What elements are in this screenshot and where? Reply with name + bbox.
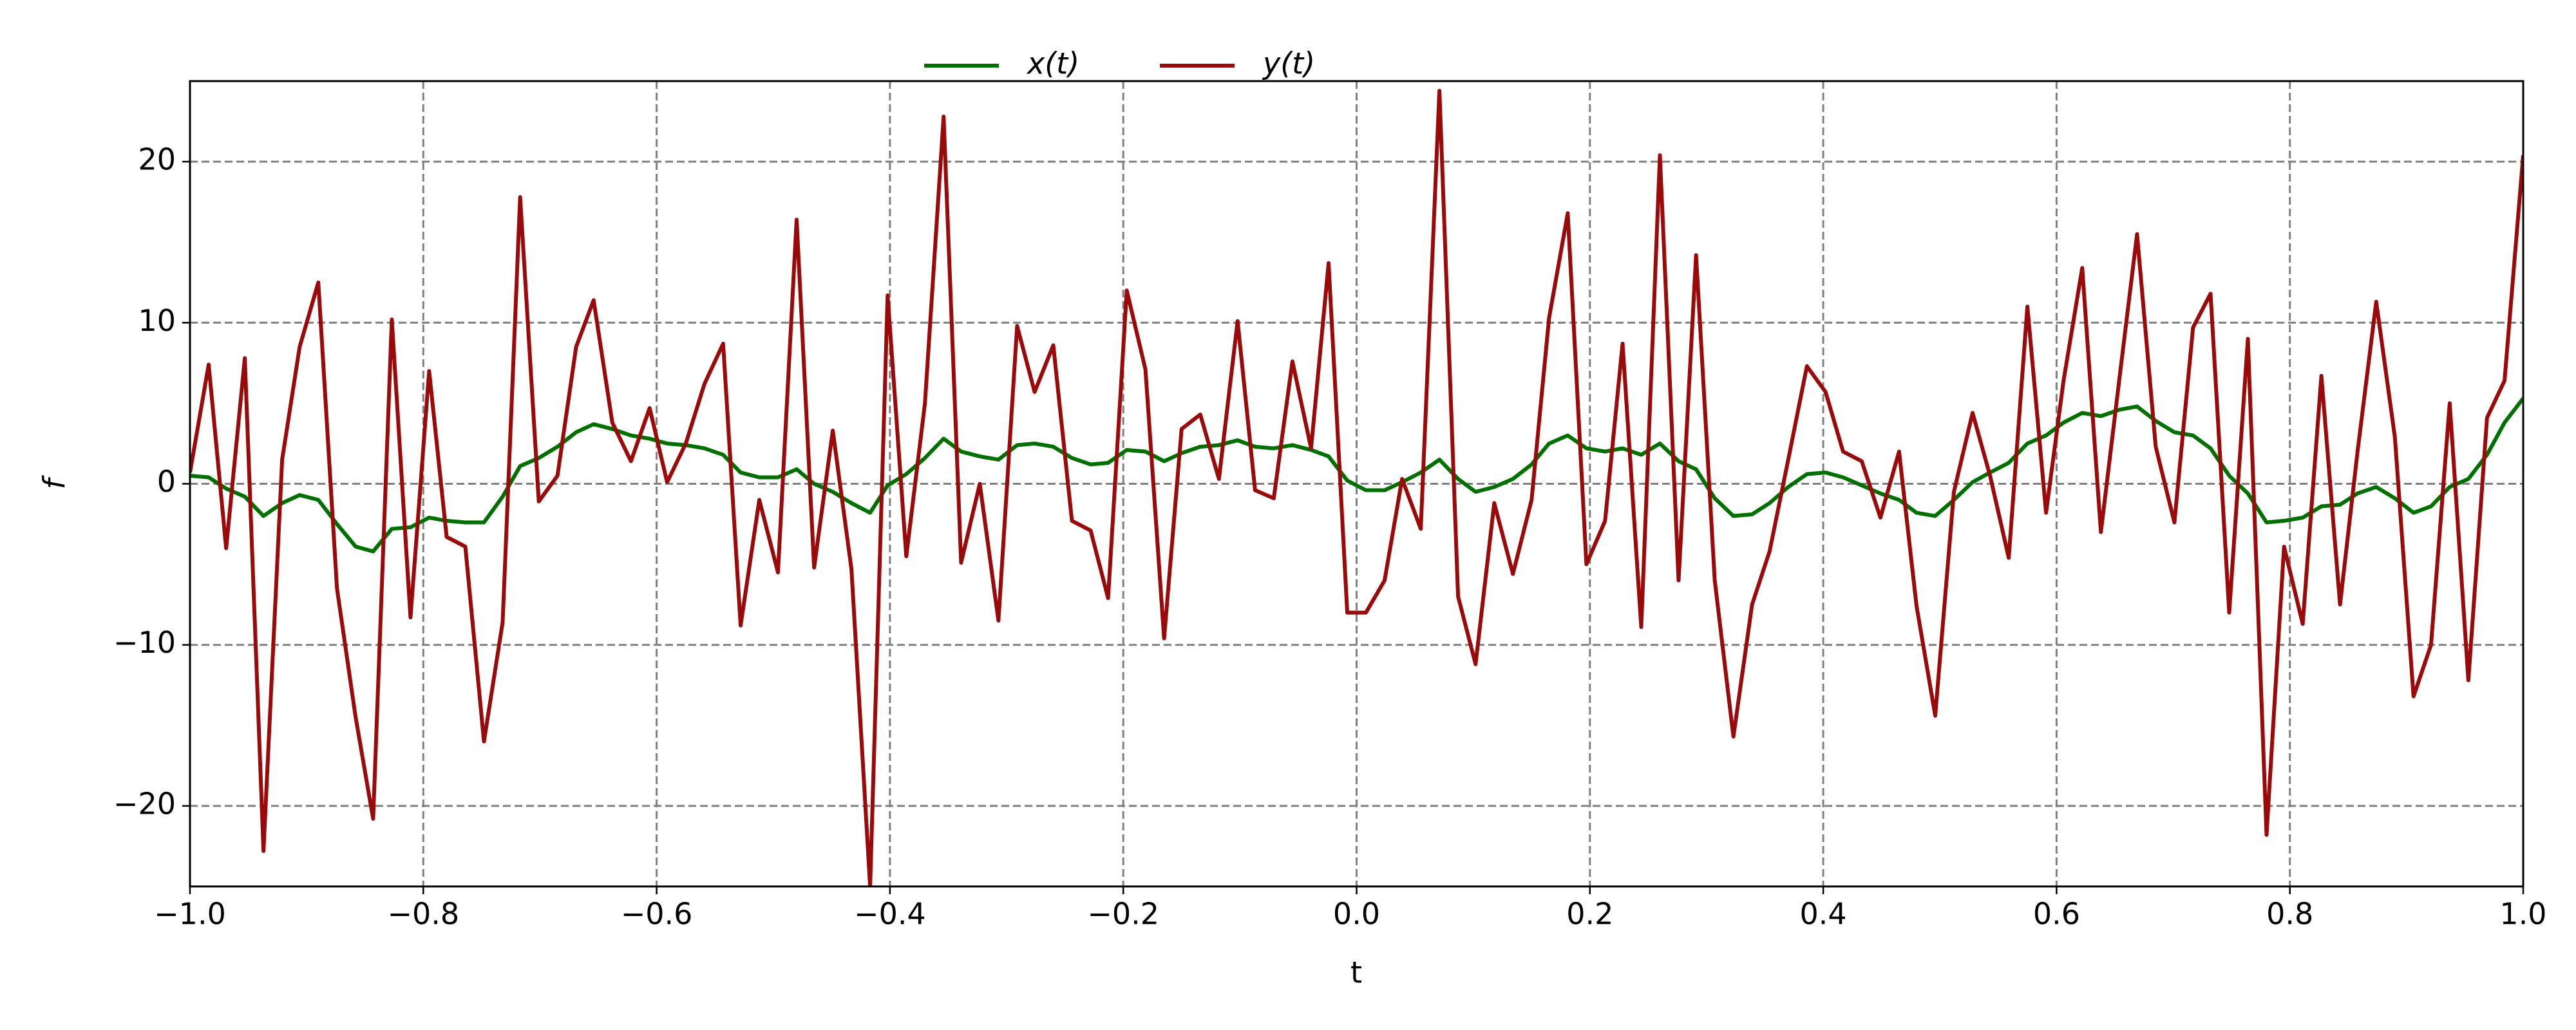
- x-tick-label: 0.2: [1566, 897, 1613, 932]
- x-tick-label: 0.4: [1800, 897, 1847, 932]
- y-tick-label: 10: [138, 303, 176, 338]
- y-tick-label: 20: [138, 142, 176, 177]
- y-tick-label: 0: [157, 464, 176, 499]
- x-tick-label: −0.6: [621, 897, 693, 932]
- legend-label: y(t): [1262, 46, 1315, 81]
- y-tick-label: −20: [113, 786, 176, 821]
- x-tick-label: −1.0: [154, 897, 226, 932]
- x-tick-label: 0.6: [2033, 897, 2080, 932]
- plot-frame: [189, 80, 2524, 888]
- legend-label: x(t): [1026, 46, 1079, 81]
- x-tick-label: −0.4: [854, 897, 926, 932]
- x-axis-label: t: [1350, 955, 1362, 990]
- data-line: [190, 397, 2523, 554]
- x-tick-label: 0.8: [2266, 897, 2313, 932]
- x-tick-label: −0.2: [1087, 897, 1159, 932]
- data-line: [190, 89, 2523, 886]
- x-tick-label: 0.0: [1333, 897, 1380, 932]
- x-tick-label: −0.8: [387, 897, 459, 932]
- x-tick-label: 1.0: [2499, 897, 2546, 932]
- y-tick-label: −10: [113, 625, 176, 660]
